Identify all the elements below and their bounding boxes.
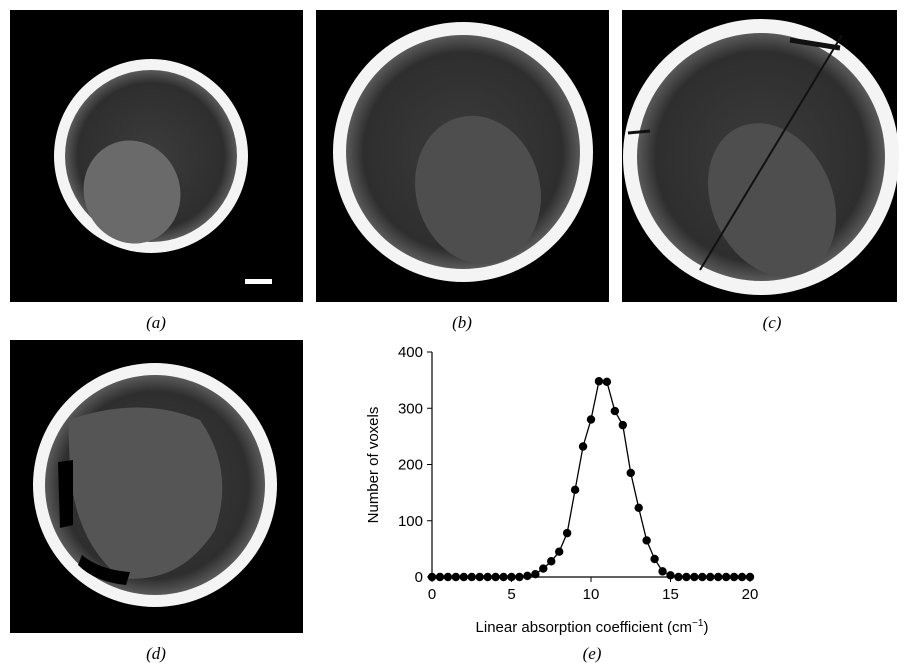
panel-label: (d) (146, 644, 166, 663)
image-b (316, 10, 609, 302)
x-tick-label: 20 (742, 586, 759, 603)
data-point (674, 572, 683, 582)
data-point (745, 572, 755, 582)
data-point (435, 572, 445, 582)
y-tick-label: 0 (415, 569, 423, 586)
y-tick-label: 200 (398, 457, 423, 474)
data-line (432, 380, 750, 578)
data-point (491, 572, 500, 582)
data-point (570, 485, 580, 495)
data-point (523, 571, 532, 581)
x-axis-title-sup: −1 (692, 618, 704, 629)
data-point (666, 571, 675, 580)
x-tick-label: 0 (428, 586, 436, 603)
data-point (658, 567, 667, 576)
panel-label: (b) (452, 313, 472, 332)
data-point (682, 572, 691, 582)
data-point (721, 572, 731, 582)
data-point (642, 536, 651, 545)
x-tick-label: 15 (662, 586, 679, 603)
panel-label: (e) (583, 644, 602, 663)
data-point (602, 377, 612, 387)
data-point (507, 572, 516, 582)
panel-label: (a) (146, 313, 166, 332)
x-axis-title-part: ) (703, 619, 708, 636)
data-point (698, 572, 707, 582)
data-point (690, 572, 699, 582)
data-point (626, 468, 635, 478)
data-point (475, 572, 484, 582)
data-point (539, 564, 548, 573)
data-point (650, 554, 659, 564)
y-tick-label: 300 (398, 400, 423, 417)
image-a (10, 10, 303, 302)
data-point (594, 377, 604, 386)
image-d (10, 340, 303, 633)
data-point (729, 572, 739, 582)
x-axis-title-part: Linear absorption coefficient (cm (476, 619, 693, 636)
data-point (706, 572, 715, 582)
image-c (622, 10, 899, 302)
data-point (451, 572, 461, 582)
data-point (459, 572, 468, 582)
data-point (467, 572, 476, 582)
data-point (515, 572, 524, 582)
chart: Number of voxels Linear absorption coeff… (365, 344, 758, 636)
data-point (610, 406, 620, 416)
data-point (547, 557, 556, 566)
data-point (443, 572, 453, 582)
data-point (555, 547, 564, 556)
data-point (562, 528, 572, 538)
x-tick-label: 10 (583, 586, 600, 603)
data-point (499, 572, 508, 582)
x-axis-title: Linear absorption coefficient (cm−1) (476, 618, 709, 636)
data-point (483, 572, 492, 582)
data-point (737, 572, 747, 582)
panel-label: (c) (763, 313, 782, 332)
data-point (586, 415, 596, 424)
data-point (531, 569, 540, 579)
data-point (634, 503, 643, 513)
y-axis-title: Number of voxels (365, 407, 382, 524)
data-point (714, 572, 723, 582)
data-point (618, 420, 627, 430)
x-tick-label: 5 (507, 586, 515, 603)
data-point (578, 442, 588, 451)
y-tick-label: 100 (398, 513, 423, 530)
data-point (427, 572, 437, 582)
y-tick-label: 400 (398, 344, 423, 361)
